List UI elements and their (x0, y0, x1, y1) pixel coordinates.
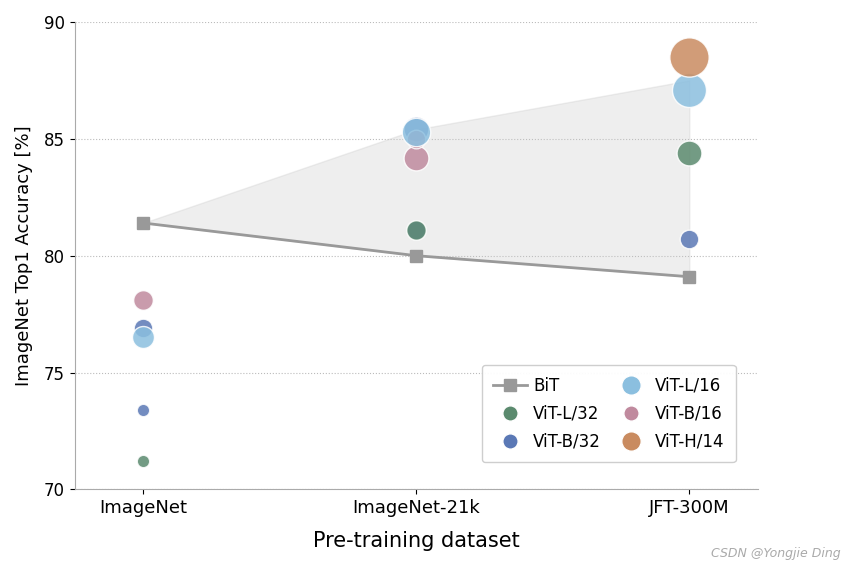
Point (683, 148, 696, 157)
BiT (411, 252, 421, 259)
Point (409, 134, 423, 143)
Point (409, 225, 423, 234)
Point (683, 53, 696, 62)
X-axis label: Pre-training dataset: Pre-training dataset (312, 531, 520, 551)
Line: BiT: BiT (137, 217, 695, 283)
Point (137, 324, 150, 333)
Y-axis label: ImageNet Top1 Accuracy [%]: ImageNet Top1 Accuracy [%] (15, 126, 33, 386)
Point (137, 333, 150, 342)
Point (409, 153, 423, 162)
Text: CSDN @Yongjie Ding: CSDN @Yongjie Ding (711, 547, 841, 560)
Point (683, 85, 696, 95)
Point (683, 235, 696, 244)
Point (137, 295, 150, 305)
BiT (684, 273, 694, 280)
Legend: BiT, ViT-L/32, ViT-B/32, ViT-L/16, ViT-B/16, ViT-H/14: BiT, ViT-L/32, ViT-B/32, ViT-L/16, ViT-B… (481, 365, 735, 462)
Point (409, 127, 423, 136)
BiT (138, 220, 149, 226)
Point (137, 405, 150, 414)
Point (409, 125, 423, 134)
Point (409, 225, 423, 234)
Point (137, 457, 150, 466)
